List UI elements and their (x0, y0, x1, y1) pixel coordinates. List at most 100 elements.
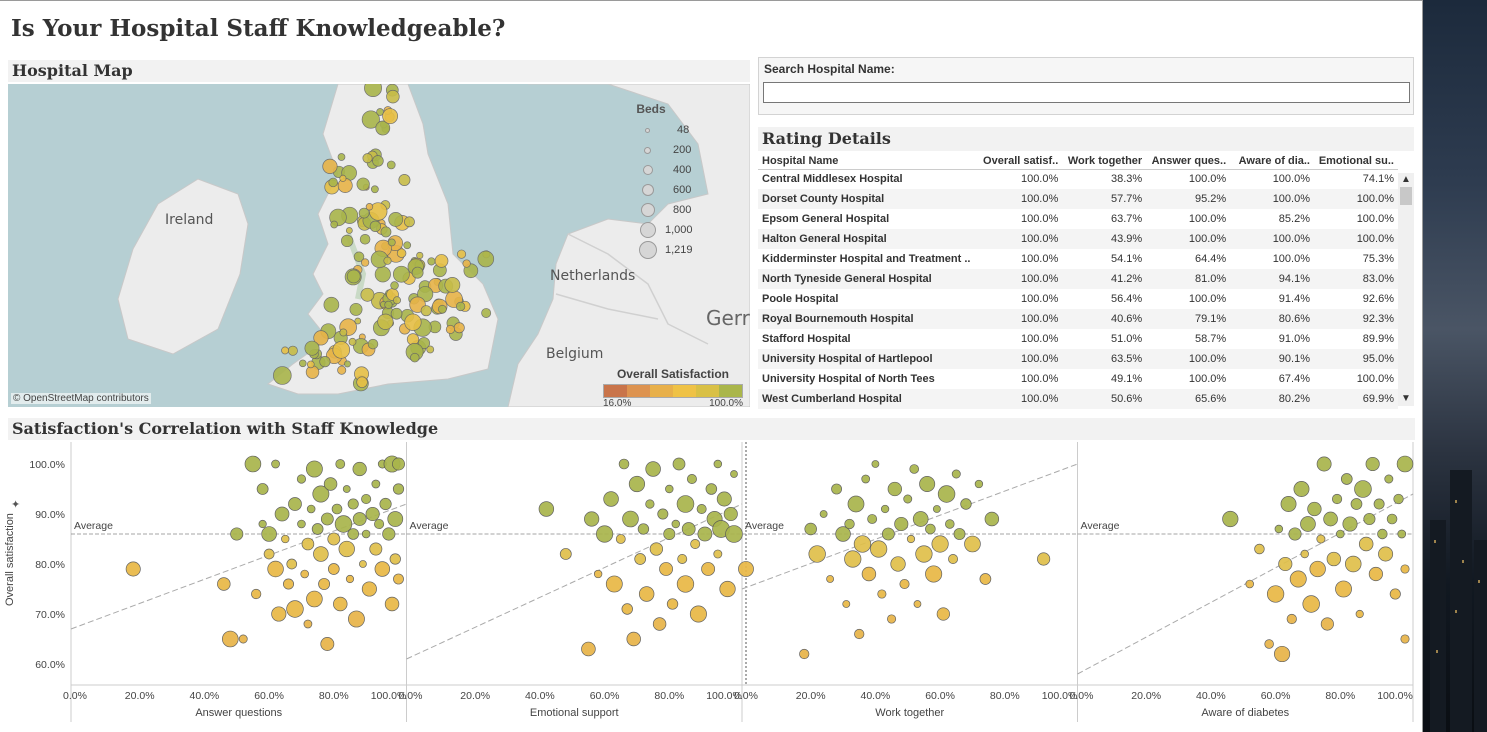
hospital-dot[interactable] (370, 185, 379, 194)
data-point[interactable] (125, 561, 141, 577)
data-point[interactable] (677, 554, 688, 564)
hospital-dot[interactable] (427, 257, 436, 266)
data-point[interactable] (313, 546, 329, 562)
data-point[interactable] (538, 501, 555, 517)
data-point[interactable] (244, 455, 262, 473)
data-point[interactable] (719, 580, 736, 598)
hospital-dot[interactable] (426, 345, 435, 354)
data-point[interactable] (267, 560, 284, 578)
data-point[interactable] (909, 464, 920, 474)
data-point[interactable] (1326, 551, 1341, 567)
hospital-dot[interactable] (281, 346, 289, 355)
data-point[interactable] (645, 499, 655, 509)
data-point[interactable] (953, 528, 966, 540)
data-point[interactable] (333, 596, 348, 612)
data-point[interactable] (618, 458, 630, 470)
hospital-dot[interactable] (361, 110, 380, 129)
hospital-dot[interactable] (377, 313, 394, 330)
data-point[interactable] (1293, 481, 1310, 497)
column-header-emotional-support[interactable]: Emotional su.. (1314, 153, 1398, 170)
map-attribution[interactable]: © OpenStreetMap contributors (11, 393, 151, 404)
data-point[interactable] (352, 461, 367, 477)
data-point[interactable] (925, 565, 943, 583)
table-row[interactable]: Central Middlesex Hospital 100.0% 38.3% 100… (758, 169, 1398, 189)
hospital-dot[interactable] (393, 296, 401, 305)
data-point[interactable] (1342, 516, 1358, 532)
hospital-dot[interactable] (345, 227, 353, 234)
data-point[interactable] (730, 470, 738, 478)
data-point[interactable] (705, 483, 718, 495)
hospital-dot[interactable] (367, 338, 379, 350)
table-row[interactable]: Poole Hospital 100.0% 56.4% 100.0% 91.4% 92.6… (758, 289, 1398, 309)
data-point[interactable] (870, 540, 888, 558)
data-point[interactable] (1320, 617, 1334, 631)
data-point[interactable] (831, 483, 842, 495)
data-point[interactable] (835, 526, 851, 542)
data-point[interactable] (690, 539, 701, 549)
data-point[interactable] (1316, 456, 1332, 472)
data-point[interactable] (931, 535, 949, 553)
data-point[interactable] (1266, 585, 1285, 603)
data-point[interactable] (877, 589, 887, 599)
data-point[interactable] (311, 523, 324, 535)
data-point[interactable] (1373, 498, 1385, 510)
hospital-dot[interactable] (359, 233, 371, 245)
data-point[interactable] (915, 545, 933, 563)
column-header-answer-questions[interactable]: Answer ques.. (1146, 153, 1231, 170)
data-point[interactable] (615, 534, 626, 544)
data-point[interactable] (584, 511, 600, 527)
hospital-dot[interactable] (313, 330, 329, 346)
hospital-dot[interactable] (455, 301, 466, 312)
data-point[interactable] (389, 553, 401, 565)
data-point[interactable] (621, 603, 633, 615)
data-point[interactable] (697, 526, 713, 542)
data-point[interactable] (359, 560, 367, 568)
data-point[interactable] (1302, 595, 1320, 613)
data-point[interactable] (258, 519, 267, 529)
hospital-dot[interactable] (299, 359, 307, 368)
hospital-dot[interactable] (353, 251, 365, 263)
data-point[interactable] (1309, 560, 1326, 578)
hospital-dot[interactable] (337, 365, 347, 375)
data-point[interactable] (1254, 543, 1265, 555)
scrollbar-thumb[interactable] (1400, 187, 1412, 205)
data-point[interactable] (1288, 527, 1302, 541)
data-point[interactable] (596, 525, 614, 543)
data-point[interactable] (1331, 493, 1343, 505)
data-point[interactable] (306, 504, 316, 514)
hospital-dot[interactable] (434, 254, 449, 268)
data-point[interactable] (371, 479, 381, 489)
data-point[interactable] (936, 607, 950, 621)
data-point[interactable] (649, 542, 663, 556)
hospital-dot[interactable] (396, 248, 407, 258)
data-point[interactable] (799, 648, 810, 660)
data-point[interactable] (263, 548, 275, 560)
hospital-dot[interactable] (416, 251, 424, 260)
data-point[interactable] (1368, 566, 1383, 582)
hospital-dot[interactable] (375, 120, 391, 136)
hospital-dot[interactable] (445, 324, 455, 335)
hospital-dot[interactable] (354, 317, 362, 325)
hospital-dot[interactable] (304, 340, 320, 356)
data-point[interactable] (686, 473, 697, 485)
hospital-dot[interactable] (386, 89, 400, 104)
data-point[interactable] (861, 566, 877, 582)
hospital-dot[interactable] (323, 296, 340, 313)
data-point[interactable] (912, 511, 929, 527)
hospital-dot[interactable] (339, 328, 348, 337)
data-point[interactable] (671, 519, 680, 529)
data-point[interactable] (221, 630, 239, 648)
data-point[interactable] (1384, 474, 1394, 484)
data-point[interactable] (1377, 528, 1388, 540)
hospital-dot[interactable] (387, 238, 396, 247)
hospital-dot[interactable] (453, 322, 465, 334)
data-point[interactable] (361, 581, 377, 597)
scatter-panel[interactable]: Average 0.0% 20.0% 40.0% 60.0% 80.0% 100.0% Wor… (734, 442, 1078, 722)
data-point[interactable] (297, 519, 306, 529)
data-point[interactable] (622, 510, 639, 528)
data-point[interactable] (1335, 529, 1345, 539)
hospital-dot[interactable] (344, 360, 351, 368)
hospital-dot[interactable] (383, 256, 392, 265)
hospital-dot[interactable] (358, 207, 370, 219)
data-point[interactable] (327, 563, 340, 575)
